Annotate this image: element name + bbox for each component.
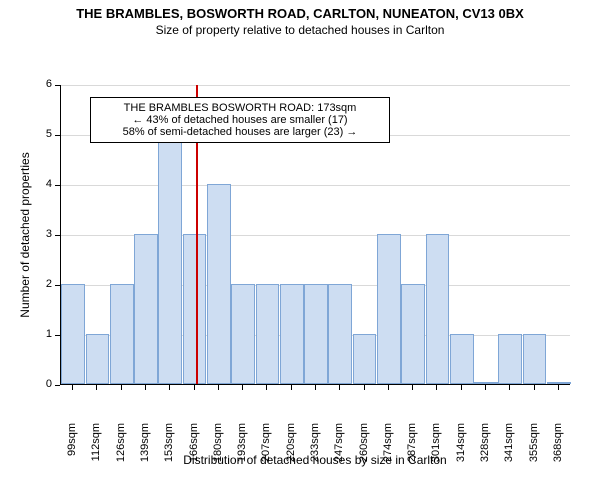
x-tick-mark — [436, 385, 437, 390]
annotation-line: THE BRAMBLES BOSWORTH ROAD: 173sqm — [99, 102, 381, 114]
histogram-bar — [231, 284, 255, 384]
y-tick-label: 2 — [32, 278, 52, 290]
x-tick-mark — [194, 385, 195, 390]
x-tick-mark — [218, 385, 219, 390]
y-tick-mark — [55, 185, 60, 186]
histogram-bar — [377, 234, 401, 384]
y-tick-label: 3 — [32, 228, 52, 240]
x-tick-label: 287sqm — [406, 423, 418, 478]
x-tick-mark — [145, 385, 146, 390]
x-tick-label: 112sqm — [90, 423, 102, 478]
x-tick-label: 247sqm — [333, 423, 345, 478]
x-tick-label: 220sqm — [285, 423, 297, 478]
histogram-bar — [256, 284, 280, 384]
x-tick-mark — [461, 385, 462, 390]
histogram-bar — [426, 234, 450, 384]
histogram-bar — [207, 184, 231, 384]
chart-subtitle: Size of property relative to detached ho… — [0, 21, 600, 37]
y-tick-mark — [55, 135, 60, 136]
x-tick-mark — [388, 385, 389, 390]
x-axis-title: Distribution of detached houses by size … — [60, 453, 570, 467]
x-tick-mark — [315, 385, 316, 390]
x-tick-mark — [121, 385, 122, 390]
x-tick-label: 180sqm — [212, 423, 224, 478]
chart-title: THE BRAMBLES, BOSWORTH ROAD, CARLTON, NU… — [0, 0, 600, 21]
gridline — [61, 85, 570, 86]
histogram-bar — [183, 234, 207, 384]
x-tick-label: 193sqm — [236, 423, 248, 478]
histogram-bar — [328, 284, 352, 384]
histogram-bar — [474, 382, 498, 384]
x-tick-label: 207sqm — [260, 423, 272, 478]
histogram-bar — [61, 284, 85, 384]
x-tick-mark — [169, 385, 170, 390]
x-tick-label: 328sqm — [479, 423, 491, 478]
y-tick-mark — [55, 235, 60, 236]
y-tick-mark — [55, 385, 60, 386]
x-tick-mark — [266, 385, 267, 390]
x-tick-label: 314sqm — [455, 423, 467, 478]
x-tick-mark — [485, 385, 486, 390]
x-tick-mark — [364, 385, 365, 390]
histogram-bar — [523, 334, 547, 384]
histogram-bar — [110, 284, 134, 384]
histogram-bar — [304, 284, 328, 384]
x-tick-mark — [558, 385, 559, 390]
x-tick-mark — [339, 385, 340, 390]
y-tick-label: 6 — [32, 78, 52, 90]
x-tick-label: 355sqm — [528, 423, 540, 478]
gridline — [61, 185, 570, 186]
y-tick-label: 5 — [32, 128, 52, 140]
x-tick-label: 166sqm — [188, 423, 200, 478]
x-tick-mark — [291, 385, 292, 390]
annotation-line: ← 43% of detached houses are smaller (17… — [99, 114, 381, 126]
x-tick-label: 368sqm — [552, 423, 564, 478]
x-tick-label: 341sqm — [503, 423, 515, 478]
histogram-bar — [353, 334, 377, 384]
x-tick-label: 139sqm — [139, 423, 151, 478]
x-tick-label: 233sqm — [309, 423, 321, 478]
histogram-bar — [280, 284, 304, 384]
x-tick-label: 274sqm — [382, 423, 394, 478]
y-tick-label: 1 — [32, 328, 52, 340]
y-tick-label: 0 — [32, 378, 52, 390]
x-tick-mark — [242, 385, 243, 390]
histogram-bar — [547, 382, 571, 384]
histogram-bar — [134, 234, 158, 384]
x-tick-label: 153sqm — [163, 423, 175, 478]
x-tick-mark — [96, 385, 97, 390]
y-tick-mark — [55, 285, 60, 286]
x-tick-mark — [72, 385, 73, 390]
x-tick-mark — [534, 385, 535, 390]
x-tick-label: 99sqm — [66, 423, 78, 478]
histogram-bar — [498, 334, 522, 384]
histogram-bar — [86, 334, 110, 384]
y-tick-mark — [55, 335, 60, 336]
x-tick-mark — [412, 385, 413, 390]
histogram-bar — [450, 334, 474, 384]
x-tick-label: 260sqm — [358, 423, 370, 478]
x-tick-mark — [509, 385, 510, 390]
y-axis-label: Number of detached properties — [18, 135, 32, 335]
y-tick-label: 4 — [32, 178, 52, 190]
chart-area: Number of detached properties 0 1 2 3 4 5 6 99sq… — [0, 37, 600, 500]
histogram-bar — [158, 134, 182, 384]
x-tick-label: 126sqm — [115, 423, 127, 478]
y-tick-mark — [55, 85, 60, 86]
histogram-bar — [401, 284, 425, 384]
x-tick-label: 301sqm — [430, 423, 442, 478]
annotation-box: THE BRAMBLES BOSWORTH ROAD: 173sqm← 43% … — [90, 97, 390, 143]
annotation-line: 58% of semi-detached houses are larger (… — [99, 126, 381, 138]
gridline-vertical — [571, 85, 572, 384]
